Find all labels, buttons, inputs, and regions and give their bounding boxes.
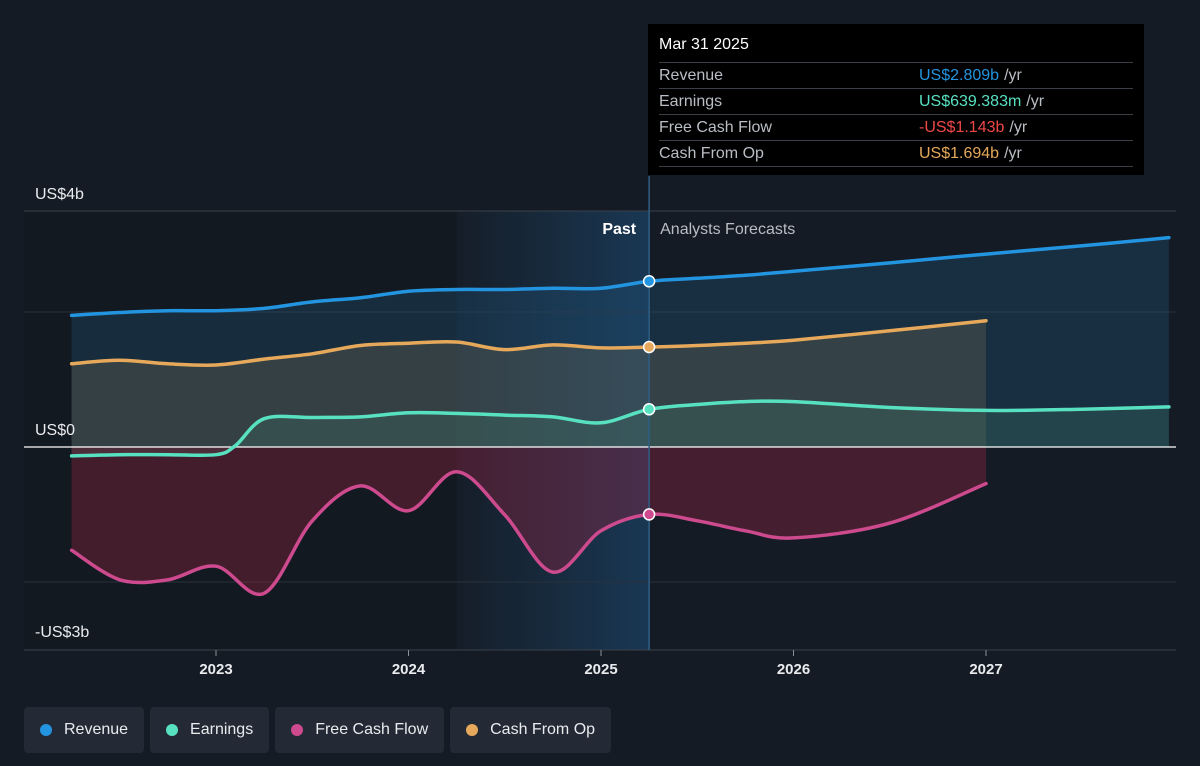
forecast-label: Analysts Forecasts xyxy=(660,221,795,238)
past-label: Past xyxy=(602,221,636,238)
tooltip-label: Earnings xyxy=(659,92,723,110)
tooltip-value: US$1.694b xyxy=(919,144,1000,162)
y-tick-label: -US$3b xyxy=(35,624,89,641)
legend-item-fcf[interactable]: Free Cash Flow xyxy=(275,707,445,753)
financial-chart: US$4b US$0 -US$3b 2023 2024 2025 2026 2027 Past A… xyxy=(24,176,1176,678)
tooltip-label: Cash From Op xyxy=(659,144,764,162)
fcf-dot-icon xyxy=(291,724,304,736)
tooltip-unit: /yr xyxy=(1026,92,1045,110)
tooltip-row-fcf: Free Cash Flow -US$1.143b /yr xyxy=(659,114,1133,140)
tooltip-value: -US$1.143b xyxy=(919,118,1005,136)
revenue-dot-icon xyxy=(40,724,52,736)
x-tick-label: 2024 xyxy=(392,661,426,678)
earnings-dot-icon xyxy=(166,724,179,736)
earnings-line xyxy=(69,399,1171,458)
legend-item-cfo[interactable]: Cash From Op xyxy=(450,707,612,753)
legend: Revenue Earnings Free Cash Flow Cash Fro… xyxy=(24,707,612,753)
tooltip-row-cfo: Cash From Op US$1.694b /yr xyxy=(659,140,1133,167)
tooltip-row-revenue: Revenue US$2.809b /yr xyxy=(659,62,1133,88)
legend-item-revenue[interactable]: Revenue xyxy=(24,707,145,753)
tooltip-unit: /yr xyxy=(1004,66,1022,84)
y-tick-label: US$4b xyxy=(35,186,84,203)
tooltip-row-earnings: Earnings US$639.383m /yr xyxy=(659,88,1133,114)
fcf-area xyxy=(71,447,987,595)
legend-label: Free Cash Flow xyxy=(315,721,429,738)
tooltip-unit: /yr xyxy=(1009,118,1028,136)
tooltip-value: US$639.383m xyxy=(919,92,1022,110)
x-tick-label: 2027 xyxy=(969,661,1002,678)
legend-label: Revenue xyxy=(64,721,129,738)
tooltip-unit: /yr xyxy=(1004,144,1022,162)
earnings-area xyxy=(71,401,1169,456)
legend-label: Earnings xyxy=(190,721,254,738)
revenue-line xyxy=(69,235,1171,318)
cfo-dot-icon xyxy=(466,724,479,736)
past-highlight xyxy=(456,211,650,650)
revenue-marker xyxy=(642,275,656,288)
revenue-area xyxy=(71,237,1169,447)
tooltip-label: Free Cash Flow xyxy=(659,118,772,136)
fcf-line xyxy=(69,470,988,597)
past-shade xyxy=(24,211,457,650)
cfo-marker xyxy=(642,340,656,354)
earnings-marker xyxy=(642,403,656,416)
x-tick-label: 2023 xyxy=(199,661,232,678)
legend-item-earnings[interactable]: Earnings xyxy=(150,707,270,753)
tooltip-value: US$2.809b xyxy=(919,66,1000,84)
tooltip-date: Mar 31 2025 xyxy=(659,36,749,53)
cfo-line xyxy=(69,318,988,368)
x-tick-label: 2026 xyxy=(777,661,810,678)
tooltip-label: Revenue xyxy=(659,66,724,84)
legend-label: Cash From Op xyxy=(490,721,596,738)
tooltip-panel: Mar 31 2025 Revenue US$2.809b /yr Earnin… xyxy=(648,24,1144,175)
x-tick-label: 2025 xyxy=(584,661,617,678)
y-tick-label: US$0 xyxy=(35,422,75,439)
fcf-marker xyxy=(642,508,656,521)
